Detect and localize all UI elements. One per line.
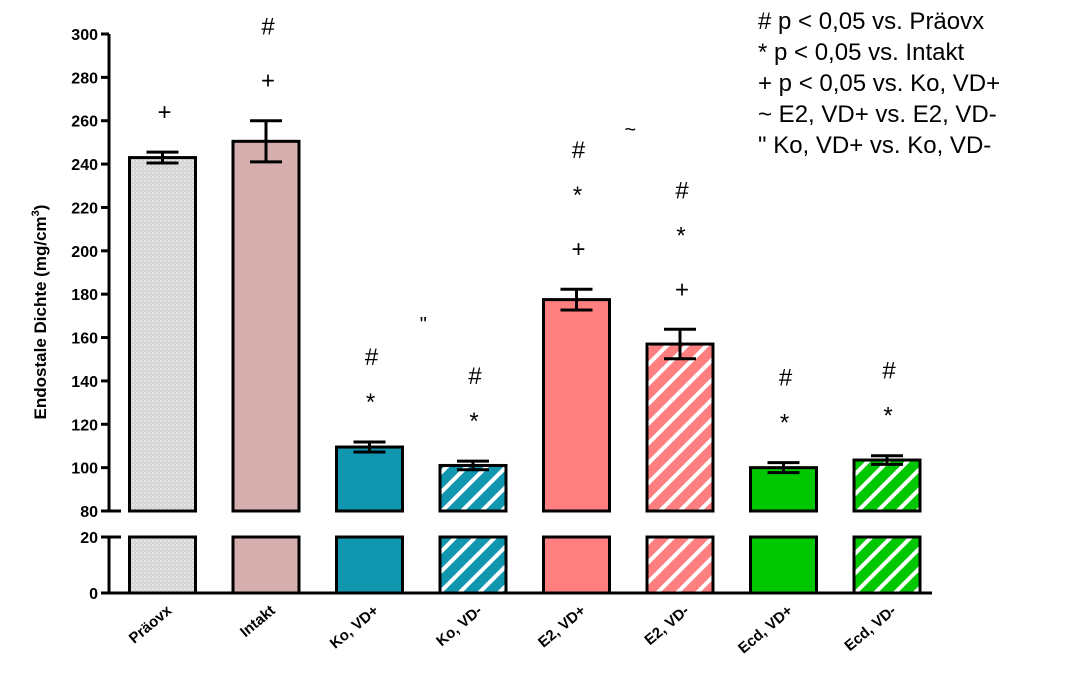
bar-upper	[231, 139, 301, 513]
significance-mark: +	[675, 276, 689, 303]
bar-upper	[852, 458, 922, 513]
bar-lower	[542, 535, 611, 595]
axis-break-gap	[230, 513, 302, 535]
bar-upper	[749, 466, 818, 513]
x-tick-label: E2, VD+	[535, 602, 589, 651]
significance-mark: +	[571, 236, 585, 263]
bar-lower	[231, 535, 301, 595]
y-tick-label: 280	[71, 70, 98, 87]
bar-lower	[438, 535, 508, 595]
y-tick-label: 20	[80, 530, 98, 547]
axis-break-gap	[126, 513, 199, 535]
x-tick-label: Intakt	[237, 602, 279, 641]
significance-mark: #	[882, 358, 896, 385]
significance-mark: +	[157, 99, 171, 126]
significance-mark: #	[779, 365, 793, 392]
pair-significance-mark: ~	[624, 119, 636, 141]
significance-mark: *	[676, 222, 685, 249]
axis-break-gap	[851, 513, 923, 535]
y-tick-label: 140	[71, 374, 98, 391]
y-tick-label: 220	[71, 200, 98, 217]
significance-mark: #	[468, 363, 482, 390]
axis-break-gap	[437, 513, 509, 535]
axis-break-gap	[540, 513, 613, 535]
x-tick-label: Ecd, VD-	[841, 602, 899, 655]
y-tick-label: 160	[71, 331, 98, 348]
legend-item: * p < 0,05 vs. Intakt	[758, 39, 964, 66]
significance-mark: +	[261, 68, 275, 95]
bar-lower	[335, 535, 404, 595]
y-tick-label: 80	[80, 504, 98, 521]
y-axis-label-superscript: 3	[30, 210, 42, 216]
y-axis-label-close: )	[31, 205, 50, 211]
legend-item: # p < 0,05 vs. Präovx	[758, 8, 984, 35]
y-tick-label: 120	[71, 417, 98, 434]
significance-mark: #	[675, 177, 689, 204]
axis-break-gap	[644, 513, 716, 535]
x-tick-label: Präovx	[126, 602, 176, 648]
y-tick-label: 100	[71, 461, 98, 478]
bar-upper	[542, 298, 611, 513]
bar-lower	[128, 535, 197, 595]
bar-lower	[645, 535, 715, 595]
y-axis-label: Endostale Dichte (mg/cm3)	[30, 205, 50, 420]
x-tick-label: Ecd, VD+	[735, 602, 796, 657]
y-tick-label: 300	[71, 27, 98, 44]
legend-item: + p < 0,05 vs. Ko, VD+	[758, 70, 1000, 97]
bar-lower	[749, 535, 818, 595]
significance-mark: *	[469, 408, 478, 435]
axis-break-gap	[747, 513, 820, 535]
x-tick-label: Ko, VD+	[327, 602, 382, 652]
legend-item: " Ko, VD+ vs. Ko, VD-	[758, 132, 991, 159]
bar-upper	[438, 463, 508, 513]
x-tick-label: E2, VD-	[641, 602, 692, 649]
y-tick-label: 260	[71, 114, 98, 131]
y-axis-label-main: Endostale Dichte (mg/cm	[31, 216, 50, 419]
significance-mark: #	[365, 344, 379, 371]
significance-mark: *	[366, 389, 375, 416]
bar-upper	[335, 445, 404, 513]
y-tick-label: 240	[71, 157, 98, 174]
bar-lower	[852, 535, 922, 595]
bar-upper	[645, 342, 715, 513]
significance-mark: #	[572, 137, 586, 164]
bar-upper	[128, 156, 197, 513]
y-tick-label: 180	[71, 287, 98, 304]
significance-mark: *	[573, 182, 582, 209]
significance-mark: *	[780, 410, 789, 437]
pair-significance-mark: "	[420, 314, 427, 336]
axis-break-gap	[333, 513, 406, 535]
x-tick-label: Ko, VD-	[433, 602, 485, 650]
significance-mark: *	[883, 403, 892, 430]
y-tick-label: 200	[71, 244, 98, 261]
significance-mark: #	[261, 14, 275, 41]
y-tick-label: 0	[89, 586, 98, 603]
legend-item: ~ E2, VD+ vs. E2, VD-	[758, 101, 997, 128]
